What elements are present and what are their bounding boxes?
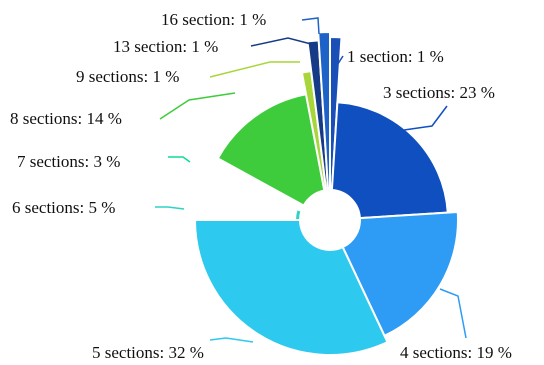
leader-line-6-sections [155, 206, 185, 210]
slice-label-1-section: 1 section: 1 % [347, 47, 444, 66]
pie-slice-8-sections [216, 93, 326, 207]
slice-label-13-section: 13 section: 1 % [113, 37, 218, 56]
leader-line-8-sections [159, 92, 236, 120]
slice-label-6-sections: 6 sections: 5 % [12, 198, 115, 217]
leader-line-5-sections [209, 337, 254, 343]
leader-line-7-sections [168, 156, 191, 163]
slice-label-4-sections: 4 sections: 19 % [400, 343, 512, 362]
slice-label-3-sections: 3 sections: 23 % [383, 83, 495, 102]
center-hole [300, 190, 360, 250]
leader-line-4-sections [439, 288, 467, 339]
slice-label-7-sections: 7 sections: 3 % [17, 152, 120, 171]
slice-label-9-sections: 9 sections: 1 % [76, 67, 179, 86]
slice-label-16-section: 16 section: 1 % [161, 10, 266, 29]
leader-line-16-section [301, 17, 320, 35]
leader-line-13-section [250, 37, 312, 47]
leader-line-9-sections [209, 61, 300, 78]
leader-line-3-sections [403, 105, 448, 131]
slice-label-8-sections: 8 sections: 14 % [10, 109, 122, 128]
leader-line-1-section [332, 55, 344, 101]
slice-label-5-sections: 5 sections: 32 % [92, 343, 204, 362]
